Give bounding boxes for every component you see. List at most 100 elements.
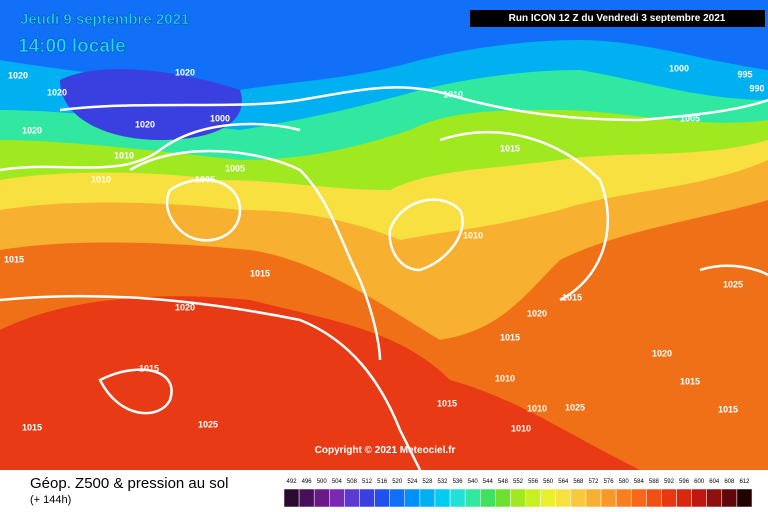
isobars: [0, 86, 768, 470]
isobar-label: 1020: [22, 125, 42, 135]
scale-label: 564: [558, 479, 569, 485]
isobar-label: 1025: [198, 419, 218, 429]
scale-swatch: [389, 488, 406, 508]
scale-swatch: [721, 488, 738, 508]
scale-label: 512: [362, 479, 373, 485]
footer-lead: (+ 144h): [30, 494, 72, 506]
isobar-label: 1020: [652, 348, 672, 358]
scale-swatch: [525, 488, 541, 508]
isobar-label: 1015: [500, 143, 520, 153]
scale-swatch: [676, 488, 692, 508]
scale-swatch: [480, 488, 496, 508]
isobar-label: 1020: [175, 302, 195, 312]
isobar-label: 1015: [680, 376, 700, 386]
isobar-label: 990: [749, 83, 764, 93]
scale-swatch: [630, 488, 647, 508]
scale-swatch: [313, 488, 330, 508]
scale-label: 560: [543, 479, 554, 485]
isobar-label: 1020: [8, 70, 28, 80]
isobar-label: 1025: [723, 279, 743, 289]
scale-label: 588: [649, 479, 660, 485]
scale-label: 536: [453, 479, 464, 485]
scale-swatch: [646, 488, 662, 508]
scale-swatch: [706, 488, 723, 508]
scale-label: 556: [528, 479, 539, 485]
scale-swatch: [419, 488, 436, 508]
isobar-label: 1010: [511, 423, 531, 433]
scale-label: 592: [664, 479, 675, 485]
isobar-label: 1010: [495, 373, 515, 383]
isobar-label: 1000: [210, 113, 230, 123]
isobar-label: 1005: [195, 174, 215, 184]
scale-swatch: [600, 488, 617, 508]
isobar-label: 1010: [114, 150, 134, 160]
scale-label: 508: [347, 479, 358, 485]
isobar-label: 1015: [4, 254, 24, 264]
isobar-label: 1020: [527, 308, 547, 318]
scale-swatch: [329, 488, 345, 508]
scale-label: 548: [498, 479, 509, 485]
scale-label: 596: [679, 479, 690, 485]
isobar-label: 1010: [463, 230, 483, 240]
scale-swatch: [449, 488, 466, 508]
scale-swatch: [495, 488, 511, 508]
scale-swatch: [298, 488, 315, 508]
weather-map: Run ICON 12 Z du Vendredi 3 septembre 20…: [0, 0, 768, 470]
scale-label: 552: [513, 479, 524, 485]
date-label: Jeudi 9 septembre 2021: [20, 11, 189, 28]
scale-label: 604: [709, 479, 720, 485]
scale-label: 612: [739, 479, 750, 485]
scale-swatch: [555, 488, 572, 508]
scale-label: 600: [694, 479, 705, 485]
scale-swatch: [434, 488, 451, 508]
isobar-label: 1005: [680, 113, 700, 123]
scale-label: 524: [407, 479, 418, 485]
scale-swatch: [283, 488, 300, 508]
isobar-label: 1020: [135, 119, 155, 129]
isobar-label: 1015: [22, 422, 42, 432]
scale-swatch: [570, 488, 587, 508]
run-box: [470, 10, 765, 27]
scale-swatch: [540, 488, 556, 508]
scale-label: 572: [588, 479, 599, 485]
isobar-label: 1015: [562, 292, 582, 302]
scale-label: 568: [573, 479, 584, 485]
isobar-label: 1010: [91, 174, 111, 184]
scale-label: 584: [634, 479, 645, 485]
isobar-label: 1020: [175, 67, 195, 77]
scale-swatch: [736, 488, 753, 508]
isobar-label: 1000: [669, 63, 689, 73]
scale-label: 580: [619, 479, 630, 485]
footer-title: Géop. Z500 & pression au sol: [30, 475, 229, 492]
scale-swatch: [510, 488, 526, 508]
scale-label: 608: [724, 479, 735, 485]
scale-label: 496: [302, 479, 313, 485]
run-label: Run ICON 12 Z du Vendredi 3 septembre 20…: [509, 13, 726, 24]
scale-label: 500: [317, 479, 328, 485]
scale-swatch: [359, 488, 375, 508]
scale-label: 516: [377, 479, 388, 485]
scale-label: 576: [604, 479, 615, 485]
isobar-label: 1020: [47, 87, 67, 97]
scale-swatch: [661, 488, 677, 508]
copyright: Copyright © 2021 Meteociel.fr: [315, 445, 456, 456]
scale-label: 528: [422, 479, 433, 485]
time-label: 14:00 locale: [18, 36, 126, 57]
color-scale: 492 496 500 504 508 512 516 520 524 528 532 536 540 5…: [283, 479, 753, 508]
scale-label: 520: [392, 479, 403, 485]
scale-swatch: [464, 488, 481, 508]
scale-label: 504: [332, 479, 343, 485]
scale-label: 544: [483, 479, 494, 485]
scale-swatch: [374, 488, 390, 508]
scale-swatch: [585, 488, 602, 508]
scale-swatch: [691, 488, 707, 508]
scale-label: 540: [468, 479, 479, 485]
isobar-label: 1015: [437, 398, 457, 408]
isobar-label: 1010: [527, 403, 547, 413]
isobar-label: 1010: [443, 89, 463, 99]
scale-swatch: [615, 488, 632, 508]
isobar-label: 1005: [225, 163, 245, 173]
scale-label: 492: [287, 479, 298, 485]
isobar-label: 1015: [250, 268, 270, 278]
